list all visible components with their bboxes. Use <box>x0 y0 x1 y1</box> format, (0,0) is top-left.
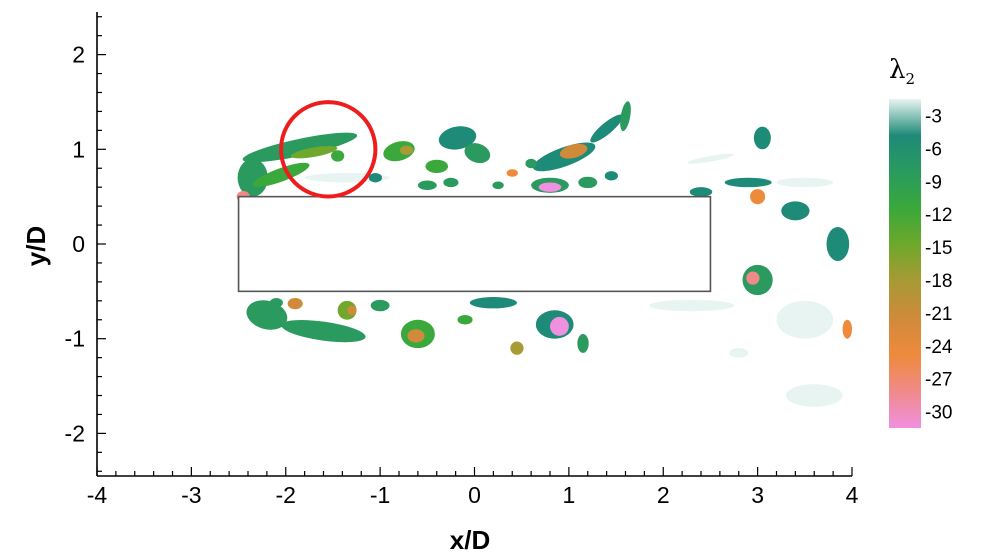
colorbar-label: -3 <box>925 106 942 127</box>
colorbar-title: λ2 <box>889 55 915 88</box>
x-tick-label: 3 <box>751 482 764 508</box>
colorbar-label: -6 <box>925 139 942 160</box>
vortex-blob <box>425 159 449 173</box>
vortex-blob <box>578 176 598 189</box>
vortex-blob <box>620 101 631 132</box>
x-tick-labels: -4 -3 -2 -1 0 1 2 3 4 <box>87 482 859 508</box>
vortex-blob <box>577 333 589 353</box>
vortex-blob <box>687 153 734 164</box>
x-tick-label: -4 <box>87 482 108 508</box>
vortex-blob <box>559 143 588 159</box>
vortex-blob <box>368 172 383 183</box>
vortex-blob <box>290 145 338 159</box>
y-tick-labels: 2 1 0 -1 -2 <box>65 42 85 447</box>
x-tick-label: -1 <box>370 482 390 508</box>
colorbar-swatches <box>889 99 921 428</box>
vortex-blob <box>417 180 437 191</box>
x-tick-label: -2 <box>276 482 296 508</box>
vortex-blob <box>510 341 524 355</box>
vortex-blob <box>826 226 850 262</box>
y-tick-label: -1 <box>65 326 85 352</box>
colorbar-label: -21 <box>925 304 952 325</box>
x-tick-label: 0 <box>468 482 481 508</box>
y-tick-label: 0 <box>72 231 85 257</box>
vortex-blob <box>464 143 491 164</box>
vortex-blob <box>753 126 771 150</box>
y-axis-title: y/D <box>21 226 51 266</box>
weak-vortex-region <box>776 177 834 188</box>
y-tick-label: -2 <box>65 420 85 446</box>
vortex-blob <box>347 305 357 316</box>
weak-vortex-region <box>649 299 735 312</box>
colorbar-legend: λ2 -3 -6 -9 -12 -15 -18 -21 -24 -27 -30 <box>889 55 953 428</box>
vortex-blob <box>457 315 473 325</box>
x-tick-label: -3 <box>181 482 201 508</box>
colorbar-label: -12 <box>925 205 952 226</box>
colorbar-label: -27 <box>925 370 952 391</box>
vortex-blob <box>469 297 517 309</box>
highlight-circle <box>279 100 378 199</box>
vortex-blob <box>525 158 537 169</box>
vortex-blob <box>438 126 477 150</box>
vortex-blob <box>252 162 310 187</box>
vortex-blob <box>550 316 569 336</box>
vortex-blob <box>750 189 766 205</box>
vortex-blob <box>590 114 623 143</box>
weak-vortex-regions <box>304 172 843 407</box>
vortex-blob <box>689 187 713 197</box>
vortex-blob <box>746 271 760 285</box>
vortex-blob <box>407 329 425 343</box>
weak-vortex-region <box>785 384 843 407</box>
colorbar-gradient <box>889 99 921 428</box>
weak-vortex-region <box>776 300 834 339</box>
vortex-blob <box>492 181 504 190</box>
vortex-blob <box>269 297 283 308</box>
vortex-blob <box>604 171 618 181</box>
colorbar-label: -24 <box>925 337 953 358</box>
colorbar-labels: -3 -6 -9 -12 -15 -18 -21 -24 -27 -30 <box>925 106 953 423</box>
vortex-blob <box>281 320 366 343</box>
vortex-blob <box>538 182 562 192</box>
vortex-contours <box>236 101 852 355</box>
x-tick-label: 4 <box>846 482 859 508</box>
vortex-blob <box>370 299 390 312</box>
plot-axes <box>96 12 853 477</box>
vortex-blob <box>506 169 518 177</box>
colorbar-label: -15 <box>925 238 952 259</box>
colorbar-label: -18 <box>925 271 952 292</box>
vortex-blob <box>246 300 288 330</box>
y-tick-label: 1 <box>72 136 85 162</box>
colorbar-label: -9 <box>925 172 942 193</box>
x-tick-label: 2 <box>657 482 670 508</box>
vortex-blob <box>242 132 358 163</box>
colorbar-label: -30 <box>925 403 952 424</box>
weak-vortex-region <box>729 348 749 358</box>
vortex-blob <box>237 158 268 197</box>
y-tick-label: 2 <box>72 42 85 68</box>
vortex-blob <box>443 177 459 188</box>
vortex-blob <box>781 201 810 221</box>
vortex-blob <box>842 319 852 339</box>
x-tick-label: 1 <box>562 482 575 508</box>
vortex-blob <box>287 297 303 310</box>
vortex-blob <box>331 150 345 162</box>
x-axis-title: x/D <box>450 525 490 555</box>
vortex-blob <box>724 177 772 188</box>
rectangular-cylinder <box>237 195 712 293</box>
vortex-blob <box>399 145 414 155</box>
